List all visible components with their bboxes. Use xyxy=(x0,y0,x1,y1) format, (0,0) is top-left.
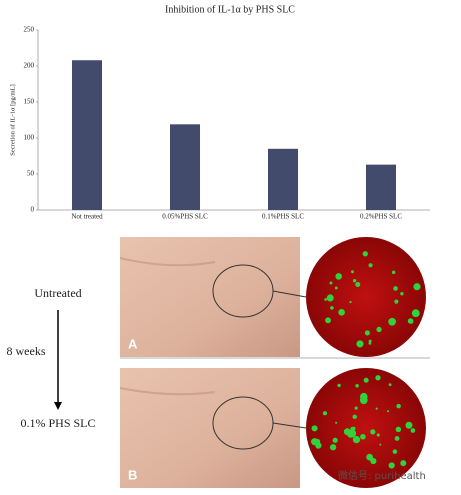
fluorescent-dot xyxy=(354,406,358,410)
zoom-line xyxy=(272,422,307,429)
fluorescent-dot xyxy=(393,286,398,291)
y-tick-label: 100 xyxy=(24,134,35,142)
fluorescent-dot xyxy=(394,436,400,441)
fluorescent-dot xyxy=(352,435,361,444)
before-label: Untreated xyxy=(34,286,81,300)
fluorescent-dot xyxy=(375,407,378,410)
fluorescent-dot xyxy=(376,433,380,437)
fluorescent-dot xyxy=(362,251,368,257)
fluorescent-dot xyxy=(322,411,328,416)
fluorescent-dot xyxy=(375,375,381,381)
fluorescent-dot xyxy=(410,428,416,433)
fluorescent-dot xyxy=(394,299,399,304)
fluorescent-dot xyxy=(335,273,342,280)
fluorescent-dot xyxy=(400,460,407,467)
y-tick-label: 250 xyxy=(24,26,35,34)
fluorescent-dot xyxy=(355,282,361,288)
fluorescent-dot xyxy=(330,444,337,451)
fluorescent-dot xyxy=(352,414,357,420)
fluorescent-dot xyxy=(311,425,318,432)
fluorescent-dot xyxy=(366,453,373,461)
microscopy-a xyxy=(306,237,426,357)
y-tick-label: 150 xyxy=(24,98,35,106)
duration-label: 8 weeks xyxy=(7,344,46,358)
fluorescent-dot xyxy=(330,306,334,310)
fluorescent-dot xyxy=(395,426,402,433)
fluorescent-dot xyxy=(315,442,322,449)
fluorescent-dot xyxy=(368,339,372,343)
fluorescent-dot xyxy=(363,377,369,383)
fluorescent-dot xyxy=(388,317,396,326)
fluorescent-dot xyxy=(368,263,373,268)
photo-b xyxy=(120,368,300,488)
fluorescent-dot xyxy=(409,320,414,324)
arrow-head xyxy=(54,402,62,410)
photo-label: A xyxy=(128,336,138,351)
after-label: 0.1% PHS SLC xyxy=(20,416,95,430)
fluorescent-dot xyxy=(356,340,364,348)
fluorescent-dot xyxy=(324,298,327,301)
fluorescent-dot xyxy=(326,294,334,302)
bar xyxy=(366,164,396,210)
fluorescent-dot xyxy=(334,286,338,290)
fluorescent-dot xyxy=(368,341,372,345)
fluorescent-dot xyxy=(325,317,331,324)
y-tick-label: 50 xyxy=(27,170,35,178)
skin-fold xyxy=(119,387,216,396)
skin-fold xyxy=(119,257,216,267)
fluorescent-dot xyxy=(332,437,338,443)
fluorescent-dot xyxy=(349,300,352,304)
fluorescent-dot xyxy=(350,270,355,274)
fluorescent-dot xyxy=(355,383,359,388)
fluorescent-dot xyxy=(348,429,357,438)
fluorescent-dot xyxy=(391,270,396,275)
fluorescent-dot xyxy=(392,449,398,454)
fluorescent-dot xyxy=(376,326,382,333)
fluorescent-dot xyxy=(338,308,345,316)
fluorescent-dot xyxy=(337,383,341,388)
fluorescent-dot xyxy=(370,429,376,435)
x-tick-label: Not treated xyxy=(71,213,103,221)
fluorescent-dot xyxy=(408,423,412,427)
fluorescent-dot xyxy=(388,383,392,387)
fluorescent-dot xyxy=(396,403,401,409)
watermark: 微信号: purihealth xyxy=(338,469,426,482)
x-tick-label: 0.2%PHS SLC xyxy=(360,213,402,221)
chart: 0 50 100 150 200 250 Not treated 0.05%PHS SLC 0.… xyxy=(24,26,403,221)
bar xyxy=(72,60,102,210)
fluorescent-dot xyxy=(329,281,333,285)
fluorescent-dot xyxy=(364,330,370,336)
fluorescent-dot xyxy=(387,410,390,413)
photo-a xyxy=(120,237,300,357)
y-tick-label: 200 xyxy=(24,62,35,70)
x-tick-label: 0.1%PHS SLC xyxy=(262,213,304,221)
fluorescent-dot xyxy=(360,433,366,440)
y-tick-label: 0 xyxy=(31,206,35,214)
fluorescent-dot xyxy=(379,443,382,446)
fluorescent-dot xyxy=(335,421,338,424)
fluorescent-dot xyxy=(411,309,420,318)
fluorescent-dot xyxy=(360,392,368,401)
fluorescent-dot xyxy=(413,283,421,291)
bar xyxy=(268,148,298,210)
fluorescent-dot xyxy=(352,279,357,283)
y-axis-label: Secretion of IL-1α [pg/mL] xyxy=(9,84,16,155)
photo-label: B xyxy=(128,467,137,482)
x-tick-label: 0.05%PHS SLC xyxy=(162,213,208,221)
bar xyxy=(170,124,200,210)
chart-title: Inhibition of IL-1α by PHS SLC xyxy=(165,4,295,15)
fluorescent-dot xyxy=(388,462,395,469)
zoom-line xyxy=(272,290,307,298)
microscopy-b xyxy=(306,368,426,488)
fluorescent-dot xyxy=(400,292,404,296)
